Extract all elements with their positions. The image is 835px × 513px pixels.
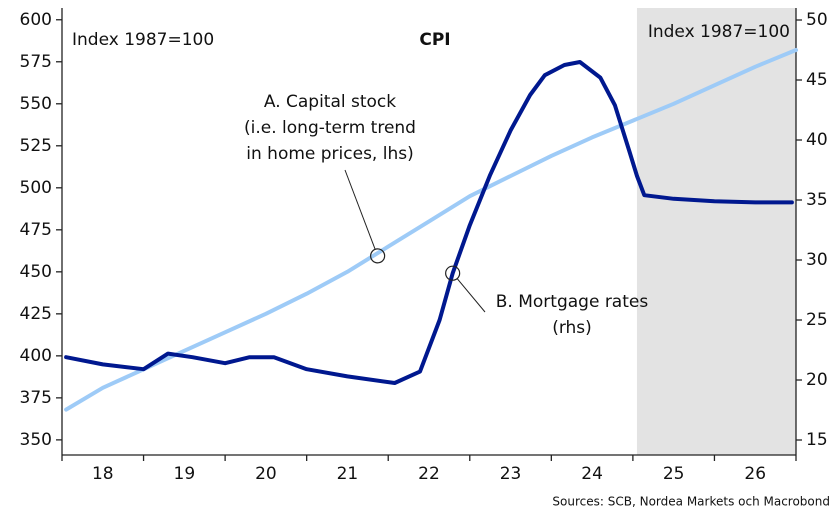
right-note: Index 1987=100 [648,22,790,42]
y2-tick-label: 40 [806,130,828,150]
annotation-text: B. Mortgage rates [496,292,649,312]
x-tick-label: 23 [500,464,522,484]
y-tick-label: 475 [20,220,52,240]
left-note: Index 1987=100 [72,30,214,50]
x-tick-label: 21 [337,464,359,484]
y2-tick-label: 35 [806,190,828,210]
y2-tick-label: 50 [806,10,828,30]
annotation-text: in home prices, lhs) [246,144,413,164]
chart-title: CPI [419,30,450,50]
annotation-text: (i.e. long-term trend [244,118,416,138]
series-line [64,48,798,412]
x-tick-label: 18 [92,464,114,484]
y2-tick-label: 45 [806,70,828,90]
y-tick-label: 400 [20,346,52,366]
y-tick-label: 375 [20,388,52,408]
y2-tick-label: 20 [806,370,828,390]
source: Sources: SCB, Nordea Markets och Macrobo… [552,495,830,509]
annotation-leader [344,169,376,250]
y-tick-label: 450 [20,262,52,282]
y2-tick-label: 30 [806,250,828,270]
x-tick-label: 25 [663,464,685,484]
y-tick-label: 550 [20,94,52,114]
x-tick-label: 19 [174,464,196,484]
x-tick-label: 24 [581,464,603,484]
annotation-leader [456,278,486,313]
y-tick-label: 425 [20,304,52,324]
y-tick-label: 575 [20,52,52,72]
forecast-shade [636,8,796,455]
annotation-text: (rhs) [552,318,592,338]
x-tick-label: 26 [744,464,766,484]
y-tick-label: 525 [20,136,52,156]
y2-tick-label: 25 [806,310,828,330]
annotation-point [370,248,386,264]
series-line [64,60,794,385]
x-tick-label: 22 [418,464,440,484]
y-tick-label: 500 [20,178,52,198]
annotation-text: A. Capital stock [264,92,396,112]
annotation-point [445,265,461,281]
y-tick-label: 600 [20,10,52,30]
y-tick-label: 350 [20,430,52,450]
x-tick-label: 20 [255,464,277,484]
y2-tick-label: 15 [806,430,828,450]
